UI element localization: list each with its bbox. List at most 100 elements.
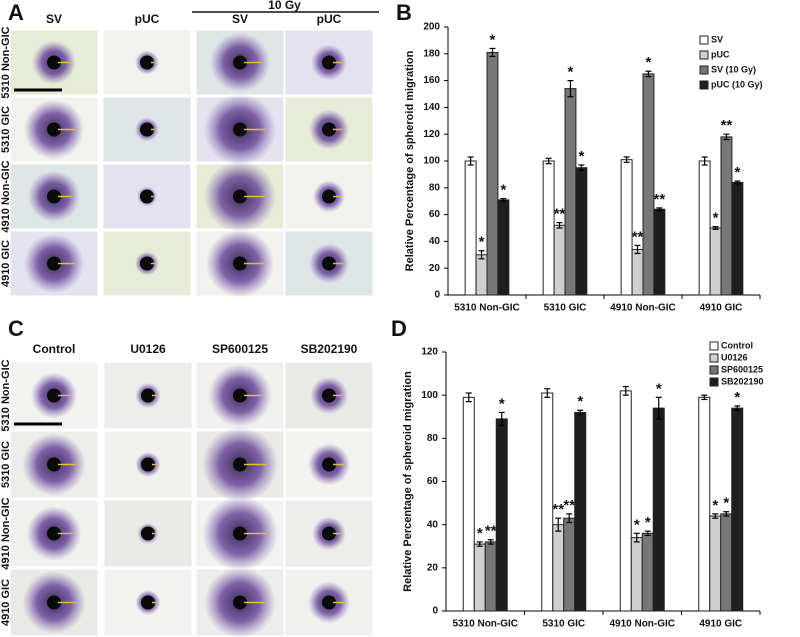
y-tick-label: 80 [427, 433, 439, 444]
bar [484, 541, 497, 612]
error-bar [634, 244, 641, 255]
significance: * [734, 164, 740, 181]
bar [631, 248, 644, 296]
bar [553, 224, 566, 296]
error-bar [566, 513, 573, 524]
significance: * [656, 380, 662, 397]
bar [574, 411, 587, 612]
significance: * [500, 181, 506, 198]
significance: * [723, 495, 729, 512]
y-tick-label: 80 [429, 182, 441, 193]
significance: * [634, 516, 640, 533]
legend-label: SB202190 [721, 376, 764, 386]
legend-swatch [699, 80, 709, 90]
y-axis-label: Relative Percentage of spheroid migratio… [402, 371, 414, 592]
spheroid-core [141, 388, 155, 403]
x-tick-label: 5310 Non-GIC [452, 619, 518, 630]
error-bar [701, 156, 708, 166]
spheroid-core [140, 256, 154, 271]
error-bar [476, 541, 483, 547]
significance: ** [554, 206, 566, 223]
bar [720, 513, 733, 612]
spheroid-core [233, 526, 247, 541]
error-bar [555, 517, 562, 532]
spheroid-core [322, 526, 336, 541]
significance: * [646, 54, 652, 71]
significance: * [712, 497, 718, 514]
error-bar [478, 250, 485, 260]
bar [709, 515, 722, 612]
spheroid-core [47, 122, 61, 137]
bar [720, 136, 733, 296]
error-bar [723, 511, 730, 517]
legend-swatch [709, 365, 719, 375]
row-label: 4910 GIC [0, 240, 12, 287]
error-bar [467, 156, 474, 166]
y-tick-label: 0 [434, 290, 440, 301]
legend-label: SV (10 Gy) [711, 64, 756, 74]
significance: ** [563, 497, 575, 514]
y-tick-label: 40 [429, 236, 441, 247]
spheroid-core [322, 189, 336, 204]
spheroid-core [233, 122, 247, 137]
x-tick-label: 5310 Non-GIC [454, 303, 520, 314]
significance: ** [485, 523, 497, 540]
significance: * [479, 234, 485, 251]
column-header: U0126 [130, 342, 166, 356]
spheroid-core [140, 55, 154, 70]
x-tick-label: 4910 GIC [700, 303, 743, 314]
y-tick-label: 120 [421, 347, 438, 358]
spheroid-core [47, 595, 61, 610]
significance: ** [721, 117, 733, 134]
column-header: pUC [135, 12, 160, 26]
y-tick-label: 40 [427, 519, 439, 530]
bar [497, 199, 510, 296]
row-label: 5310 GIC [0, 441, 12, 488]
panel-letter: C [8, 316, 24, 341]
bar [473, 543, 486, 612]
error-bar [544, 388, 551, 398]
bar [475, 254, 488, 296]
bar [619, 390, 632, 612]
error-bar [644, 530, 651, 537]
legend-swatch [709, 377, 719, 387]
y-tick-label: 60 [427, 476, 439, 487]
y-tick-label: 120 [423, 129, 440, 140]
error-bar [500, 197, 507, 202]
significance: * [713, 210, 719, 227]
error-bar [556, 222, 563, 229]
spheroid-core [47, 526, 61, 541]
y-tick-label: 100 [421, 390, 438, 401]
legend-label: pUC [711, 49, 730, 59]
error-bar [701, 394, 708, 401]
bar [564, 88, 577, 296]
significance: * [477, 525, 483, 542]
bar [642, 73, 655, 296]
error-bar [712, 513, 719, 519]
bar [652, 407, 665, 612]
y-tick-label: 180 [423, 48, 440, 59]
spheroid-core [322, 122, 336, 137]
spheroid-core [322, 55, 336, 70]
bar [462, 396, 475, 612]
bar [563, 517, 576, 612]
column-header: SV [232, 12, 248, 26]
spheroid-core [140, 122, 154, 137]
legend-label: U0126 [721, 352, 748, 362]
spheroid-core [47, 256, 61, 271]
significance: ** [552, 501, 564, 518]
bar [495, 418, 508, 612]
significance: * [499, 395, 505, 412]
error-bar [712, 226, 719, 230]
significance: * [578, 148, 584, 165]
spheroid-core [47, 55, 61, 70]
bar [552, 524, 565, 612]
error-bar [578, 164, 585, 171]
error-bar [567, 79, 574, 98]
significance: * [645, 514, 651, 531]
panel-letter: A [8, 0, 24, 25]
error-bar [734, 180, 741, 185]
bar [541, 392, 554, 612]
spheroid-core [233, 388, 247, 403]
